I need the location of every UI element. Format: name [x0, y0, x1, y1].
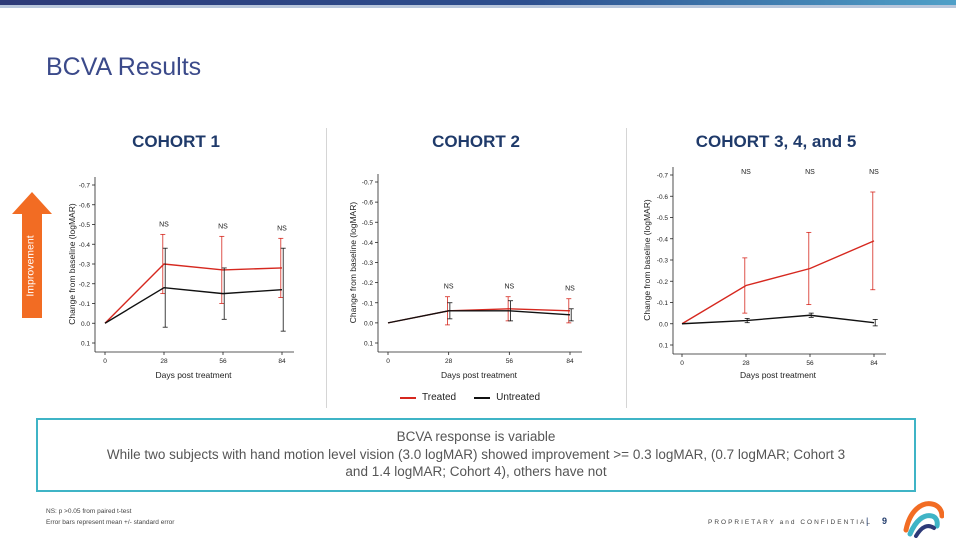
chart1-ns-annotation: NS	[277, 225, 287, 232]
chart3-x-tick-label: 84	[870, 360, 878, 367]
chart1-x-tick-label: 0	[103, 358, 107, 365]
chart1-y-tick-label: -0.7	[79, 183, 91, 190]
chart3-ns-annotation: NS	[805, 169, 815, 176]
chart2-y-tick-label: -0.6	[362, 200, 374, 207]
chart3-y-axis-label: Change from baseline (logMAR)	[642, 199, 652, 321]
chart3-y-tick-label: -0.5	[657, 215, 669, 222]
chart2-x-tick-label: 28	[445, 358, 453, 365]
chart3-y-tick-label: 0.0	[659, 321, 668, 328]
chart3-x-tick-label: 0	[680, 360, 684, 367]
legend-treated: Treated	[400, 392, 456, 403]
callout-line2: While two subjects with hand motion leve…	[106, 447, 846, 479]
footnote-error-bars: Error bars represent mean +/- standard e…	[46, 519, 175, 526]
page-number: 9	[882, 516, 888, 526]
top-accent-bar-secondary	[0, 5, 956, 8]
improvement-arrow-icon	[12, 192, 52, 318]
legend-treated-label: Treated	[422, 392, 457, 403]
chart3-y-tick-label: -0.3	[657, 258, 669, 265]
chart2-y-tick-label: 0.1	[364, 341, 373, 348]
legend-untreated-label: Untreated	[496, 392, 541, 403]
chart1-y-axis-label: Change from baseline (logMAR)	[67, 203, 77, 325]
chart3-y-tick-label: -0.1	[657, 300, 669, 307]
chart2-ns-annotation: NS	[504, 284, 514, 291]
chart1-x-tick-label: 28	[160, 358, 168, 365]
chart2-y-tick-label: 0.0	[364, 320, 373, 327]
chart1-y-tick-label: -0.4	[79, 242, 91, 249]
legend-treated-swatch	[400, 396, 416, 399]
chart1-x-tick-label: 56	[219, 358, 227, 365]
chart1-series-line-untreated	[104, 286, 283, 324]
chart3-series-line-treated	[681, 240, 875, 325]
chart2-x-tick-label: 56	[506, 358, 514, 365]
chart2-y-tick-label: -0.4	[362, 240, 374, 247]
chart3-y-tick-label: -0.6	[657, 194, 669, 201]
cohort1-title: COHORT 1	[132, 132, 220, 151]
chart1-y-tick-label: -0.2	[79, 281, 91, 288]
chart2-y-tick-label: -0.3	[362, 260, 374, 267]
chart1-series-line-treated	[104, 263, 283, 324]
chart1-x-axis-label: Days post treatment	[155, 370, 232, 380]
callout-line1: BCVA response is variable	[396, 429, 556, 444]
cohort2-title: COHORT 2	[432, 132, 520, 151]
slide-title: BCVA Results	[46, 53, 202, 81]
chart2-x-tick-label: 84	[566, 358, 574, 365]
chart2-y-tick-label: -0.7	[362, 180, 374, 187]
chart2-x-axis-label: Days post treatment	[441, 370, 518, 380]
footnote-ns: NS: p >0.05 from paired t-test	[46, 508, 132, 515]
chart3-x-tick-label: 56	[806, 360, 814, 367]
chart1-ns-annotation: NS	[218, 223, 228, 230]
chart2-x-tick-label: 0	[386, 358, 390, 365]
chart1-ns-annotation: NS	[159, 221, 169, 228]
company-logo-icon	[903, 501, 944, 538]
panel-divider-2	[626, 128, 627, 408]
legend-untreated: Untreated	[474, 392, 540, 403]
chart3-x-axis-label: Days post treatment	[740, 370, 817, 380]
chart-legend: Treated Untreated	[400, 392, 540, 403]
chart3-y-tick-label: 0.1	[659, 343, 668, 350]
chart2-series-line-untreated	[387, 310, 571, 324]
chart2-y-tick-label: -0.1	[362, 300, 374, 307]
chart2-ns-annotation: NS	[444, 284, 454, 291]
proprietary-notice: PROPRIETARY and CONFIDENTIAL	[708, 519, 873, 526]
chart3-series-line-untreated	[681, 314, 875, 325]
chart1-y-tick-label: -0.1	[79, 301, 91, 308]
legend-untreated-swatch	[474, 396, 491, 399]
top-accent-bar	[0, 0, 956, 5]
chart3-y-tick-label: -0.7	[657, 173, 669, 180]
chart2-y-tick-label: -0.2	[362, 280, 374, 287]
chart1-y-tick-label: 0.0	[81, 321, 90, 328]
page-separator: |	[866, 516, 869, 526]
chart3-y-tick-label: -0.2	[657, 279, 669, 286]
chart3-ns-annotation: NS	[869, 169, 879, 176]
chart3-ns-annotation: NS	[741, 169, 751, 176]
chart2-y-axis-label: Change from baseline (logMAR)	[348, 202, 358, 324]
chart2-ns-annotation: NS	[565, 286, 575, 293]
cohort345-title: COHORT 3, 4, and 5	[695, 132, 857, 151]
chart1-y-tick-label: -0.3	[79, 262, 91, 269]
chart1-y-tick-label: -0.6	[79, 202, 91, 209]
chart3-x-tick-label: 28	[742, 360, 750, 367]
chart1-x-tick-label: 84	[278, 358, 286, 365]
chart1-y-tick-label: -0.5	[79, 222, 91, 229]
chart3-y-tick-label: -0.4	[657, 236, 669, 243]
chart1-y-tick-label: 0.1	[81, 341, 90, 348]
chart2-y-tick-label: -0.5	[362, 220, 374, 227]
callout-box: BCVA response is variable While two subj…	[36, 418, 916, 492]
panel-divider-1	[326, 128, 327, 408]
